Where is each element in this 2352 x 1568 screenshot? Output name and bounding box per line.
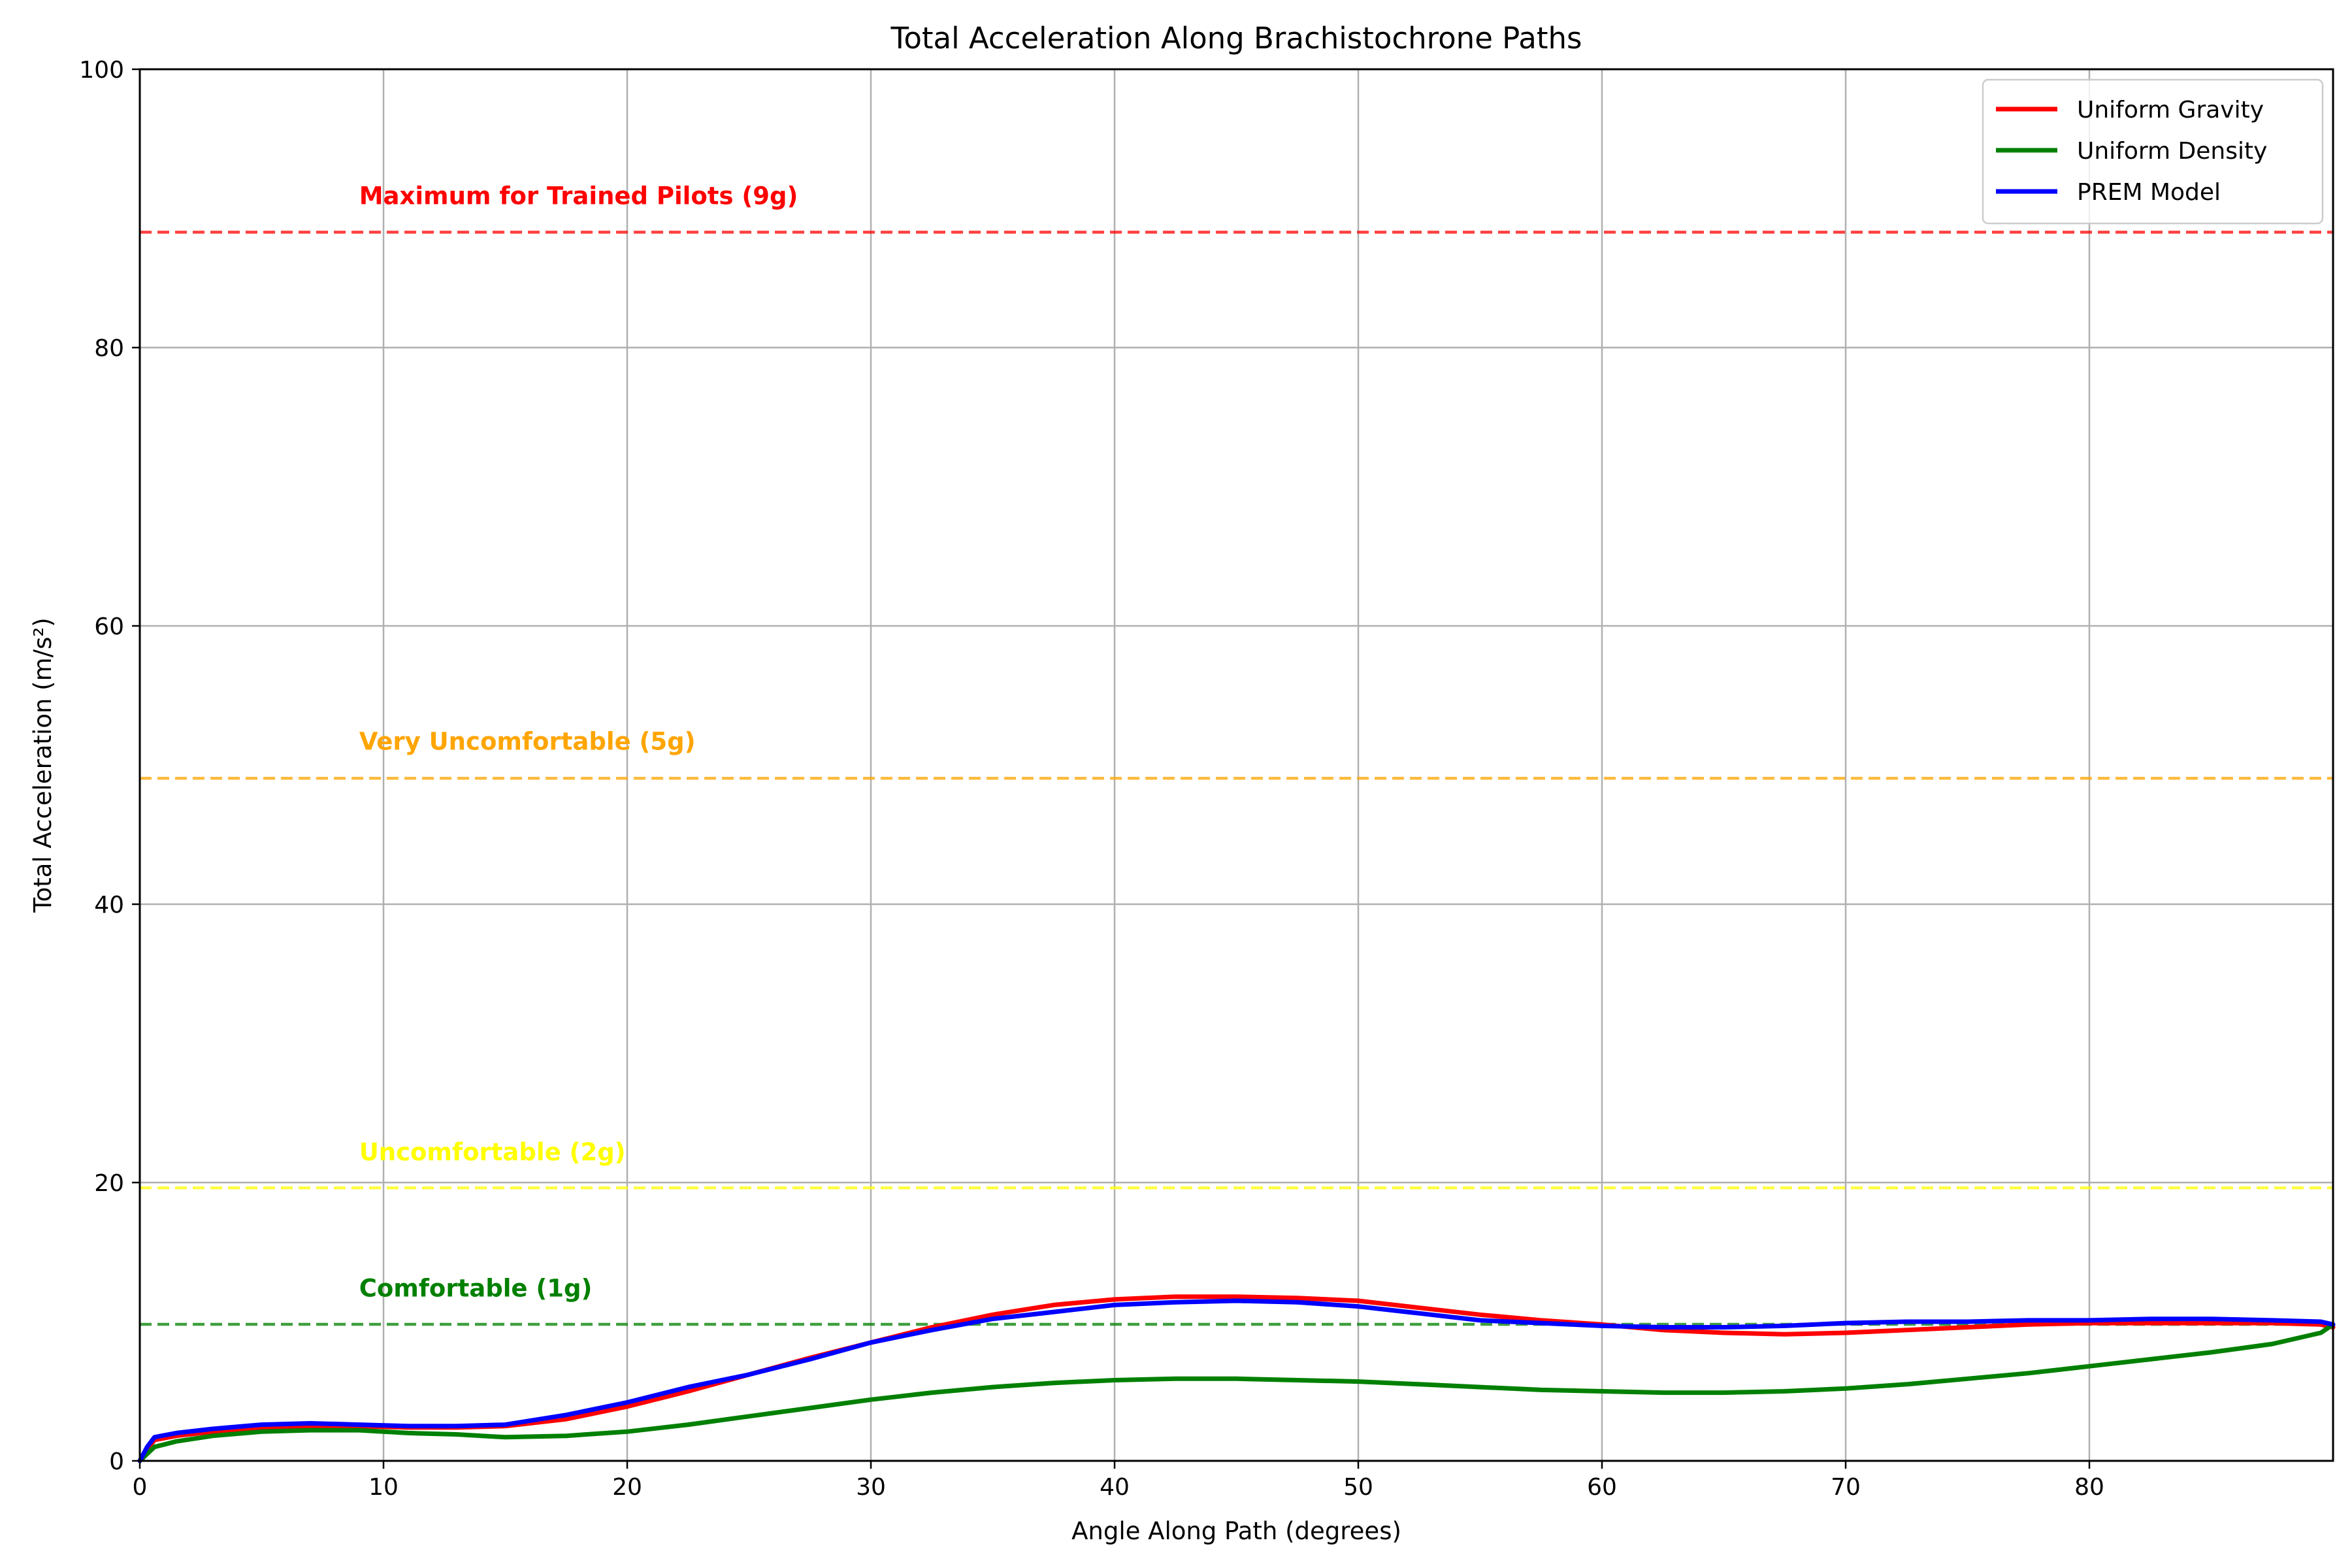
reference-line-label: Very Uncomfortable (5g) bbox=[359, 728, 696, 756]
reference-line-label: Comfortable (1g) bbox=[359, 1275, 593, 1303]
legend-label: PREM Model bbox=[2077, 179, 2221, 206]
x-axis-label: Angle Along Path (degrees) bbox=[1071, 1517, 1401, 1545]
grid bbox=[139, 68, 2333, 1462]
x-tick-label: 80 bbox=[2074, 1474, 2104, 1501]
y-tick-label: 100 bbox=[79, 57, 124, 84]
reference-line-label: Maximum for Trained Pilots (9g) bbox=[359, 182, 798, 210]
series-lines bbox=[137, 1294, 2336, 1463]
x-tick-label: 60 bbox=[1587, 1474, 1617, 1501]
x-tick-label: 0 bbox=[133, 1474, 148, 1501]
reference-lines: Maximum for Trained Pilots (9g) Very Unco… bbox=[140, 182, 2333, 1326]
legend-label: Uniform Density bbox=[2077, 138, 2267, 165]
plot-frame bbox=[139, 68, 2334, 1462]
reference-line-label: Uncomfortable (2g) bbox=[359, 1138, 626, 1166]
series-line bbox=[137, 1322, 2336, 1463]
x-tick-label: 70 bbox=[1831, 1474, 1861, 1501]
y-tick-label: 40 bbox=[94, 892, 124, 919]
x-tick-label: 40 bbox=[1100, 1474, 1130, 1501]
y-tick-label: 60 bbox=[94, 613, 124, 640]
chart-title: Total Acceleration Along Brachistochrone… bbox=[890, 21, 1582, 56]
x-tick-label: 50 bbox=[1343, 1474, 1373, 1501]
x-tick-label: 10 bbox=[368, 1474, 399, 1501]
y-tick-label: 0 bbox=[109, 1448, 124, 1475]
legend-box bbox=[1982, 78, 2324, 225]
x-tick-label: 30 bbox=[856, 1474, 886, 1501]
legend: Uniform Gravity Uniform Density PREM Model bbox=[1982, 78, 2324, 225]
series-line bbox=[137, 1298, 2336, 1463]
legend-label: Uniform Gravity bbox=[2077, 97, 2264, 123]
y-axis-label: Total Acceleration (m/s²) bbox=[29, 617, 57, 913]
y-axis-ticks: 0 20 40 60 80 100 bbox=[79, 57, 140, 1475]
x-axis-ticks: 0 10 20 30 40 50 60 70 80 bbox=[133, 1461, 2104, 1501]
y-tick-label: 20 bbox=[94, 1170, 124, 1197]
x-tick-label: 20 bbox=[612, 1474, 642, 1501]
y-tick-label: 80 bbox=[94, 335, 124, 362]
